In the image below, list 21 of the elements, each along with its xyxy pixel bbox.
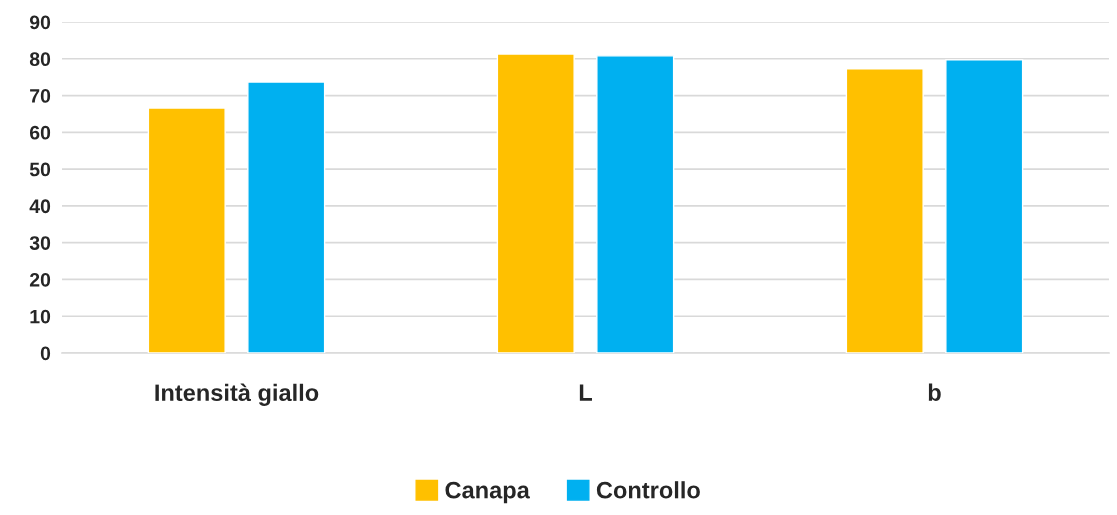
y-tick-label: 80 (29, 52, 51, 67)
x-tick-label: L (579, 384, 592, 401)
bar (596, 55, 675, 353)
y-tick-label: 90 (29, 15, 51, 30)
y-tick-label: 30 (29, 236, 51, 250)
y-tick-label: 50 (29, 162, 51, 177)
bar (496, 53, 575, 353)
bar (945, 59, 1024, 353)
bar (147, 107, 226, 353)
x-tick-label: b (928, 383, 941, 401)
y-tick-label: 20 (29, 272, 51, 287)
legend-label: Canapa (445, 481, 530, 504)
y-tick-label: 60 (29, 125, 51, 140)
legend-label: Controllo (596, 481, 700, 499)
y-tick-label: 10 (30, 309, 51, 324)
y-tick-label: 70 (30, 89, 51, 103)
x-tick-label: Intensità giallo (155, 383, 319, 406)
y-tick-label: 40 (29, 199, 51, 214)
bar (247, 81, 326, 353)
bar (845, 68, 924, 353)
y-tick-label: 0 (40, 346, 51, 361)
